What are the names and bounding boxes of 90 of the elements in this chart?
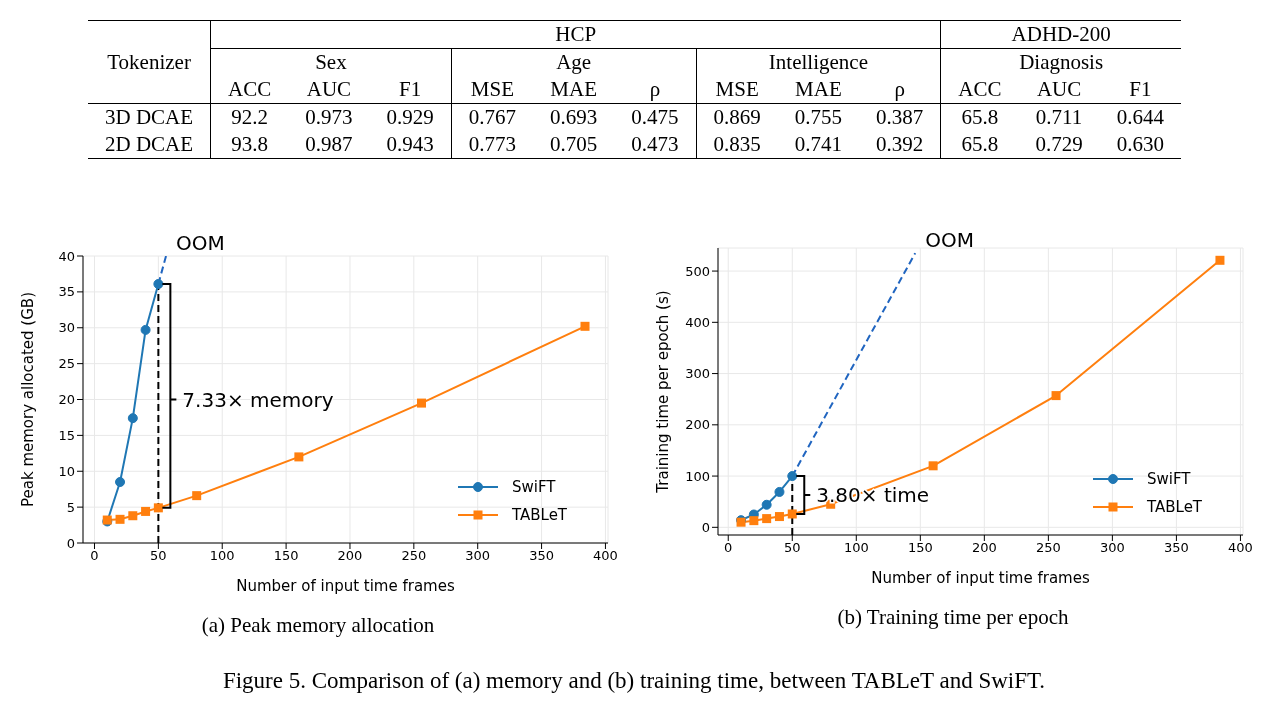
x-tick-label: 250 (1035, 540, 1061, 556)
x-tick-label: 100 (843, 540, 869, 556)
data-label: 0.943 (369, 131, 452, 159)
y-tick-label: 300 (685, 366, 710, 382)
data-label: 0.475 (614, 103, 697, 131)
text: (a) Peak memory allocation (200, 613, 436, 638)
x-tick-label: 350 (529, 548, 554, 564)
data-label: 0.693 (549, 104, 599, 131)
data-label: 0.630 (1115, 131, 1165, 158)
y-tick-label: 35 (58, 284, 75, 300)
data-label: 0.711 (1034, 104, 1084, 131)
y-tick-label: 30 (58, 320, 75, 336)
y-tick-label: 0 (701, 519, 710, 535)
y-tick-label: 500 (685, 263, 710, 279)
legend-label: SwiFT (1147, 470, 1191, 488)
y-axis-title: Peak memory allocated (GB) (19, 292, 38, 507)
data-label: 0.741 (793, 131, 844, 158)
legend-label: TABLeT (1147, 498, 1203, 516)
y-tick-label: 5 (66, 499, 75, 515)
x-tick-label: MAE (549, 76, 598, 103)
data-label: 0.767 (467, 104, 518, 131)
text: Intelligence (696, 48, 941, 76)
legend-label: SwiFT (512, 478, 556, 496)
data-label: 65.8 (960, 131, 1000, 158)
text: ADHD-200 (940, 20, 1181, 49)
y-tick-label: 15 (58, 427, 75, 443)
x-axis-title: Number of input time frames (236, 577, 455, 595)
x-tick-label: ACC (227, 76, 273, 103)
x-tick-label: ρ (614, 76, 697, 104)
data-label: 65.8 (960, 104, 1000, 131)
y-tick-label: 400 (685, 314, 710, 330)
data-label: 0.835 (712, 131, 762, 158)
y-tick-label: 10 (58, 463, 75, 479)
x-tick-label: 400 (593, 548, 618, 564)
text: Diagnosis (1018, 49, 1105, 76)
y-tick-label: 20 (58, 392, 75, 408)
x-tick-label: 50 (783, 540, 801, 556)
x-tick-label: 300 (465, 548, 491, 564)
y-tick-label: 40 (58, 248, 75, 264)
x-tick-label: 50 (150, 548, 167, 564)
x-tick-label: ACC (957, 76, 1003, 103)
data-label: 0.387 (859, 103, 941, 131)
data-label: 93.8 (230, 131, 270, 158)
data-label: 0.755 (793, 104, 844, 131)
y-tick-label: 100 (685, 468, 710, 484)
x-tick-label: F1 (369, 76, 452, 104)
data-label: 0.473 (614, 131, 697, 159)
x-tick-label: 200 (337, 548, 363, 564)
data-label: 0.729 (1034, 131, 1084, 158)
data-label: 0.869 (712, 104, 762, 131)
text: HCP (210, 20, 941, 49)
x-tick-label: 300 (1099, 540, 1125, 556)
x-tick-label: MSE (469, 76, 515, 103)
data-label: 0.644 (1115, 104, 1165, 131)
y-axis-title: Tokenizer (88, 20, 211, 104)
x-tick-label: MAE (794, 76, 843, 103)
x-tick-label: AUC (305, 76, 353, 103)
x-axis-title: Number of input time frames (871, 569, 1090, 587)
y-axis-title: Training time per epoch (s) (654, 290, 673, 494)
text: Age (451, 48, 697, 76)
x-tick-label: F1 (1128, 76, 1153, 103)
x-tick-label: 200 (971, 540, 997, 556)
data-label: 0.973 (304, 104, 354, 131)
y-tick-label: 2D DCAE (88, 131, 211, 159)
x-tick-label: 250 (401, 548, 427, 564)
y-tick-label: 200 (685, 417, 710, 433)
data-label: 92.2 (230, 104, 270, 131)
text: (b) Training time per epoch (836, 605, 1070, 630)
annotation: 7.33× memory (182, 387, 334, 412)
data-label: 0.987 (304, 131, 354, 158)
x-tick-label: 400 (1228, 540, 1253, 556)
data-label: 0.773 (467, 131, 518, 158)
x-tick-label: ρ (859, 76, 941, 104)
x-tick-label: 150 (907, 540, 933, 556)
data-label: 0.929 (369, 103, 452, 131)
caption: Figure 5. Comparison of (a) memory and (b) training time, between TABLeT and SwiFT. (221, 668, 1047, 694)
x-tick-label: 150 (273, 548, 299, 564)
text: OOM (176, 231, 225, 255)
annotation: OOM (925, 228, 974, 253)
x-tick-label: 100 (209, 548, 235, 564)
y-tick-label: 25 (58, 356, 75, 372)
text: Sex (210, 48, 452, 76)
data-label: 0.392 (859, 131, 941, 159)
x-tick-label: MSE (714, 76, 760, 103)
data-label: 0.705 (549, 131, 599, 158)
y-tick-label: 3D DCAE (88, 103, 211, 131)
x-tick-label: AUC (1035, 76, 1083, 103)
x-tick-label: 350 (1164, 540, 1189, 556)
x-tick-label: 0 (724, 540, 733, 556)
legend-label: TABLeT (512, 506, 568, 524)
